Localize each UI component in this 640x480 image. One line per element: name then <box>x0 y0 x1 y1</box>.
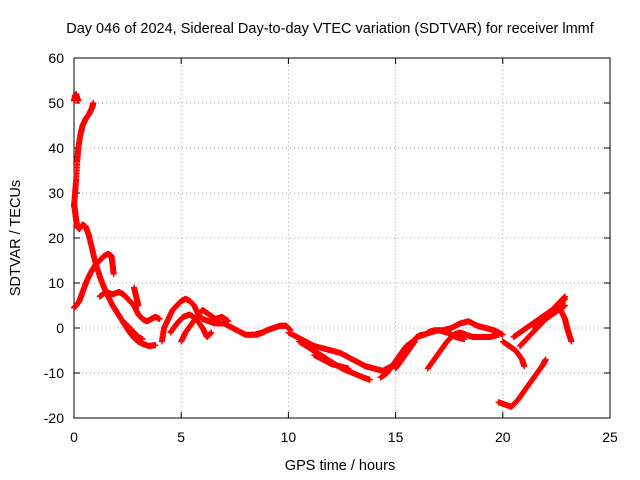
data-point <box>499 331 506 338</box>
series-flat-16 <box>414 327 468 343</box>
x-axis-title: GPS time / hours <box>285 458 395 474</box>
y-tick-label: 40 <box>48 140 64 156</box>
series-end-tail <box>557 307 575 345</box>
y-tick-label: -10 <box>44 365 64 381</box>
grid-lines <box>74 58 610 418</box>
data-marks <box>71 91 575 410</box>
y-tick-label: 10 <box>48 275 64 291</box>
series-end-rise-c <box>531 293 568 331</box>
x-tick-label: 20 <box>495 429 511 445</box>
axis-ticks: 0 5 10 15 20 25 -20 -10 0 10 20 30 40 50 60 <box>44 50 618 445</box>
y-tick-label: 30 <box>48 185 64 201</box>
series-dip-20 <box>499 338 528 370</box>
series-plateau-9 <box>253 322 294 338</box>
y-tick-label: 0 <box>56 320 64 336</box>
x-tick-label: 0 <box>70 429 78 445</box>
data-point <box>521 363 528 370</box>
data-point <box>461 336 468 343</box>
data-point <box>90 100 97 106</box>
series-rising-low <box>71 250 117 311</box>
data-point <box>110 271 117 277</box>
series-dip-near-3 <box>122 320 146 343</box>
x-tick-label: 15 <box>388 429 404 445</box>
data-point <box>542 356 549 363</box>
y-tick-label: 20 <box>48 230 64 246</box>
series-rise-15b <box>392 338 418 372</box>
data-point <box>366 376 373 383</box>
data-point <box>561 302 568 309</box>
data-point <box>568 338 575 345</box>
series-spikes-3 <box>131 284 142 309</box>
y-tick-label: -20 <box>44 410 64 426</box>
data-point <box>139 336 146 343</box>
series-bottom-20 <box>495 356 549 410</box>
data-point <box>225 318 232 325</box>
data-point <box>411 338 418 345</box>
chart-title: Day 046 of 2024, Sidereal Day-to-day VTE… <box>66 21 595 37</box>
data-point <box>135 302 142 309</box>
x-tick-label: 25 <box>602 429 618 445</box>
data-point <box>152 342 159 349</box>
data-point <box>561 293 568 300</box>
data-point <box>345 365 352 372</box>
series-decline-b <box>296 338 373 383</box>
x-tick-label: 5 <box>177 429 185 445</box>
y-axis-title: SDTVAR / TECUs <box>8 180 24 296</box>
series-descend-from-27 <box>71 201 159 349</box>
y-tick-label: 60 <box>48 50 64 66</box>
series-rising-high <box>71 100 97 210</box>
series-top-cluster <box>71 91 82 104</box>
series-day-wave-c <box>178 307 232 345</box>
x-tick-label: 10 <box>281 429 297 445</box>
data-point <box>156 316 163 322</box>
series-mid-cluster <box>96 289 163 325</box>
y-tick-label: 50 <box>48 95 64 111</box>
data-point <box>75 97 82 104</box>
data-point <box>208 329 215 336</box>
series-rise-16 <box>424 329 502 372</box>
series-decline-c <box>311 352 352 372</box>
